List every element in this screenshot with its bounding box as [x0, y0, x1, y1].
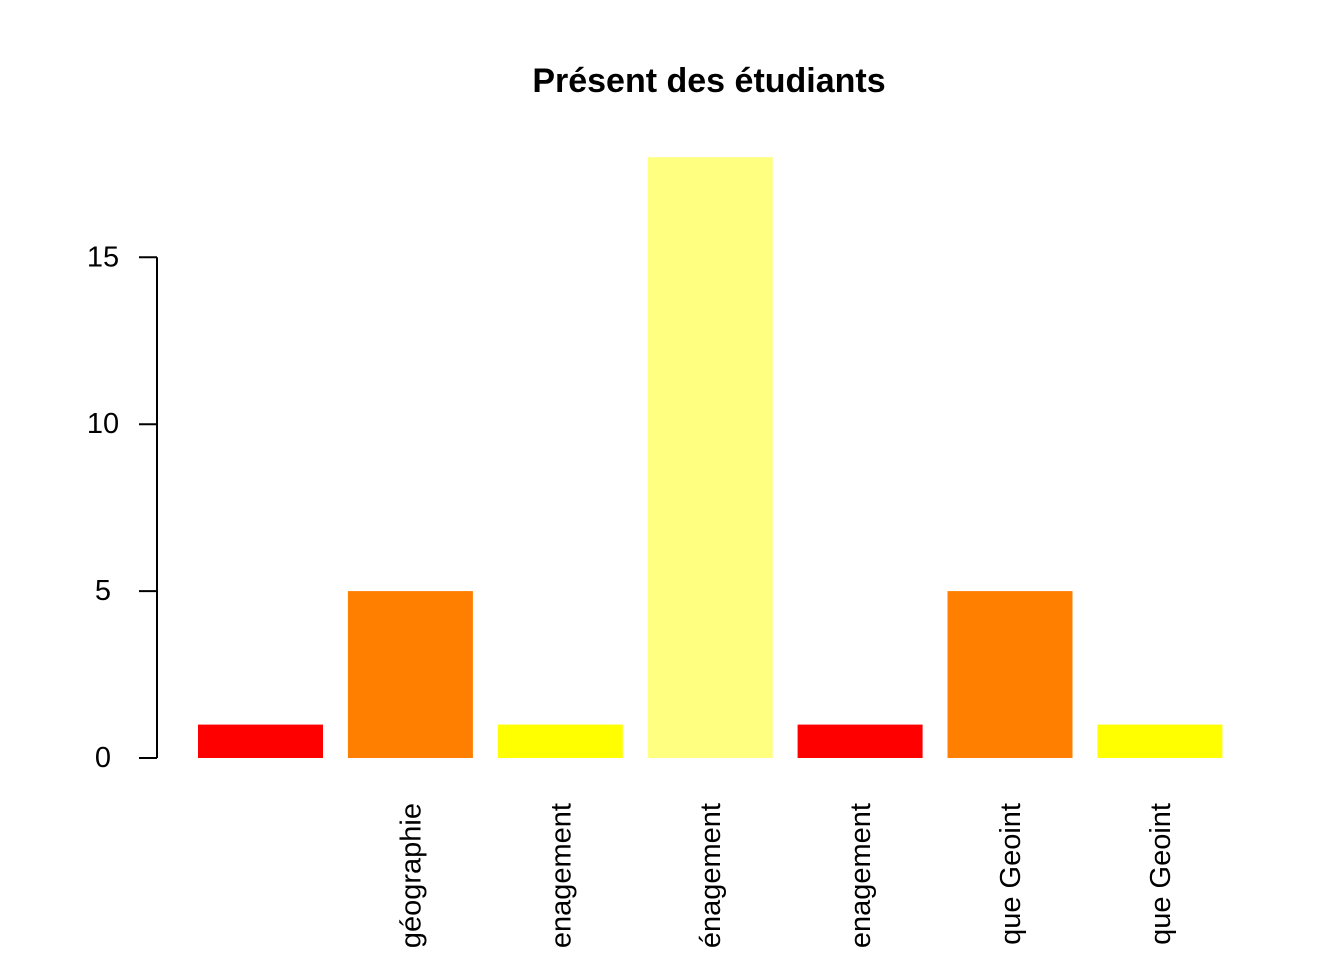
category-labels: géographie enagement énagement enagement que…: [395, 803, 1177, 948]
bar: [347, 591, 473, 758]
y-tick-label: 15: [87, 241, 119, 273]
bar: [198, 724, 323, 758]
x-tick-label: énagement: [695, 803, 727, 948]
bar: [647, 157, 773, 758]
x-tick-label: enagement: [545, 803, 577, 948]
x-tick-label: que Geoint: [995, 803, 1027, 945]
x-tick-label: enagement: [845, 803, 877, 948]
bar: [947, 591, 1073, 758]
y-tick-label: 10: [87, 408, 119, 440]
y-axis: 0 5 10 15: [87, 241, 158, 774]
x-tick-label: géographie: [395, 803, 427, 948]
bar: [1097, 724, 1223, 758]
bar: [797, 724, 923, 758]
x-tick-label: que Geoint: [1145, 803, 1177, 945]
y-tick-label: 5: [95, 575, 111, 607]
bars: [198, 157, 1223, 758]
bar: [497, 724, 623, 758]
y-tick-label: 0: [95, 742, 111, 774]
chart-title: Présent des étudiants: [532, 62, 885, 100]
